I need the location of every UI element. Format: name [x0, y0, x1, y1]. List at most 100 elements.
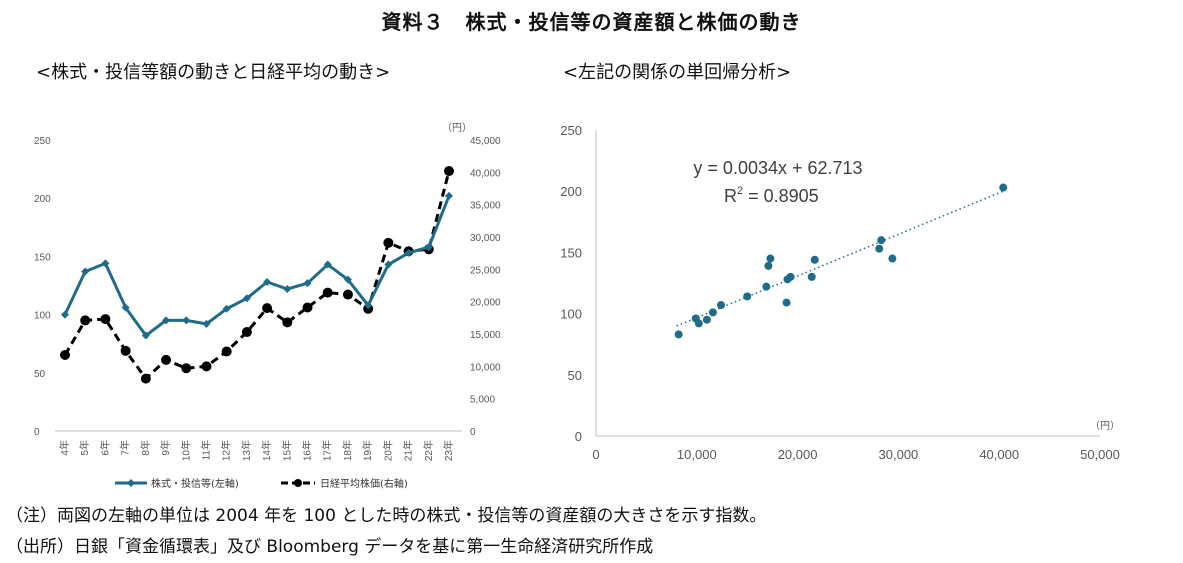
r-squared-label: R2 = 0.8905	[724, 185, 819, 206]
scatter-point	[766, 254, 775, 263]
data-point-nikkei	[262, 303, 273, 314]
x-tick-label: 10年	[179, 440, 192, 461]
data-point-nikkei	[60, 350, 70, 361]
data-point-nikkei	[181, 363, 192, 374]
y-tick-label: 0	[575, 429, 582, 444]
x-tick-label: 14年	[260, 440, 273, 461]
y-right-tick-label: 35,000	[470, 201, 501, 212]
data-point-nikkei	[342, 289, 353, 300]
data-point-nikkei	[221, 346, 232, 357]
data-point-nikkei	[241, 327, 252, 338]
data-point-assets	[323, 260, 332, 269]
data-point-assets	[222, 304, 231, 313]
data-point-assets	[61, 310, 69, 319]
data-point-assets	[121, 303, 130, 312]
x-tick-label: 19年	[361, 440, 374, 461]
legend-label-assets: 株式・投信等(左軸)	[151, 477, 239, 490]
scatter-point	[999, 183, 1008, 192]
regression-equation: y = 0.0034x + 62.713	[693, 158, 862, 178]
scatter-point	[702, 315, 711, 324]
y-left-tick-label: 200	[34, 194, 51, 205]
x-tick-label: 6年	[98, 440, 111, 456]
page-title: 資料３ 株式・投信等の資産額と株価の動き	[381, 10, 802, 34]
data-point-assets	[364, 301, 373, 310]
legend-label-nikkei: 日経平均株価(右軸)	[320, 477, 408, 490]
y-right-tick-label: 20,000	[470, 298, 501, 309]
data-point-assets	[303, 279, 312, 288]
scatter-point	[674, 330, 683, 339]
x-tick-label: 22年	[422, 440, 435, 461]
x-tick-label: 21年	[402, 440, 415, 461]
data-point-nikkei	[302, 302, 313, 313]
y-left-tick-label: 0	[34, 427, 40, 438]
left-chart-title: <株式・投信等額の動きと日経平均の動き>	[36, 62, 391, 83]
y-left-tick-label: 100	[34, 311, 51, 322]
data-point-assets	[202, 319, 211, 328]
y-left-tick-label: 150	[34, 252, 51, 263]
x-tick-label: 16年	[301, 440, 314, 461]
x-tick-label: 7年	[119, 440, 132, 456]
data-point-nikkei	[322, 287, 333, 298]
x-tick-label: 30,000	[879, 447, 919, 462]
data-point-assets	[424, 243, 433, 252]
scatter-point	[782, 298, 791, 307]
scatter-point	[764, 261, 773, 270]
legend-marker-nikkei	[294, 479, 302, 487]
y-right-unit-label: （円）	[442, 122, 472, 134]
data-point-assets	[283, 284, 292, 293]
x-tick-label: 20年	[381, 440, 394, 461]
data-point-nikkei	[161, 354, 172, 365]
scatter-point	[708, 308, 717, 317]
scatter-point	[786, 272, 795, 281]
data-point-nikkei	[383, 237, 394, 248]
data-point-assets	[263, 278, 272, 287]
data-point-nikkei	[444, 166, 454, 177]
y-right-tick-label: 15,000	[470, 330, 501, 341]
data-point-nikkei	[282, 317, 293, 328]
data-point-nikkei	[100, 314, 111, 325]
scatter-point	[716, 301, 725, 310]
x-tick-label: 0	[592, 447, 599, 462]
y-tick-label: 200	[560, 184, 582, 199]
x-tick-label: 10,000	[677, 447, 717, 462]
data-point-assets	[101, 259, 110, 268]
x-tick-label: 23年	[442, 440, 455, 461]
scatter-point	[807, 272, 816, 281]
y-tick-label: 50	[568, 368, 582, 383]
data-point-assets	[81, 267, 90, 276]
x-tick-label: 5年	[78, 440, 91, 456]
y-right-tick-label: 0	[470, 427, 476, 438]
x-tick-label: 8年	[139, 440, 152, 456]
note-text: （注）両図の左軸の単位は 2004 年を 100 とした時の株式・投信等の資産額…	[6, 506, 767, 526]
data-point-nikkei	[80, 315, 91, 326]
x-tick-label: 12年	[220, 440, 233, 461]
y-right-tick-label: 10,000	[470, 362, 501, 373]
scatter-point	[810, 255, 819, 264]
y-tick-label: 250	[560, 123, 582, 138]
x-tick-label: 15年	[280, 440, 293, 461]
series-line-assets	[63, 195, 451, 338]
data-point-assets	[141, 331, 150, 340]
data-point-assets	[445, 191, 453, 200]
trendline	[676, 190, 1005, 327]
source-text: （出所）日銀「資金循環表」及び Bloomberg データを基に第一生命経済研究…	[6, 537, 654, 557]
y-right-tick-label: 40,000	[470, 168, 501, 179]
data-point-assets	[404, 248, 413, 257]
scatter-point	[743, 292, 752, 301]
y-left-tick-label: 250	[34, 136, 51, 147]
scatter-point	[875, 244, 884, 253]
scatter-point	[877, 236, 886, 245]
data-point-assets	[343, 275, 352, 284]
scatter-point	[762, 282, 771, 291]
x-tick-label: 9年	[159, 440, 172, 456]
x-unit-label: （円）	[1090, 420, 1120, 432]
y-right-tick-label: 5,000	[470, 395, 495, 406]
y-tick-label: 100	[560, 307, 582, 322]
x-tick-label: 11年	[199, 440, 212, 460]
data-point-nikkei	[120, 345, 131, 356]
scatter-point	[888, 254, 897, 263]
data-point-nikkei	[140, 373, 151, 384]
y-tick-label: 150	[560, 245, 582, 260]
